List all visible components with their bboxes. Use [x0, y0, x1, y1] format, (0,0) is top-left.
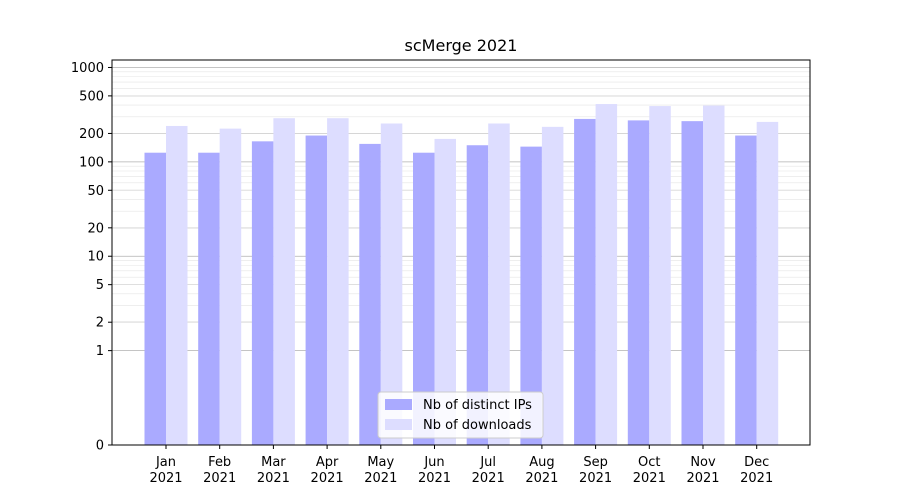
x-tick-label-year: 2021 — [364, 471, 397, 486]
x-tick-label-year: 2021 — [472, 471, 505, 486]
chart-title: scMerge 2021 — [405, 36, 518, 55]
bar-distinct-ips — [198, 152, 220, 445]
legend-label: Nb of downloads — [423, 418, 532, 433]
y-tick-label: 100 — [79, 155, 104, 170]
y-tick-label: 1000 — [71, 61, 104, 76]
bar-downloads — [649, 106, 671, 445]
legend-box — [377, 391, 544, 439]
bar-downloads — [434, 138, 456, 445]
bars — [144, 104, 779, 446]
x-tick-label-month: Jul — [479, 455, 496, 470]
bar-distinct-ips — [359, 143, 381, 445]
x-axis: Jan2021Feb2021Mar2021Apr2021May2021Jun20… — [149, 445, 773, 486]
y-tick-label: 20 — [87, 221, 104, 236]
y-tick-label: 0 — [96, 439, 104, 454]
x-tick-label-month: Apr — [316, 455, 339, 470]
x-tick-label-month: Sep — [583, 455, 608, 470]
x-tick-label-year: 2021 — [311, 471, 344, 486]
bar-downloads — [166, 125, 188, 445]
y-tick-label: 1 — [96, 344, 104, 359]
bar-downloads — [488, 123, 510, 446]
bar-distinct-ips — [681, 121, 703, 446]
y-tick-label: 200 — [79, 127, 104, 142]
bar-downloads — [380, 123, 403, 446]
x-tick-label-month: Feb — [208, 455, 231, 470]
x-tick-label-month: Oct — [638, 455, 660, 470]
x-tick-label-year: 2021 — [686, 471, 719, 486]
legend-swatch — [385, 419, 412, 430]
x-tick-label-year: 2021 — [633, 471, 666, 486]
bar-distinct-ips — [144, 152, 166, 445]
x-tick-label-month: Mar — [261, 455, 286, 470]
x-tick-label-year: 2021 — [149, 471, 182, 486]
legend-swatch — [385, 399, 412, 410]
bar-downloads — [595, 104, 618, 445]
y-tick-label: 10 — [87, 250, 104, 265]
x-tick-label-year: 2021 — [257, 471, 290, 486]
x-tick-label-month: Aug — [529, 455, 554, 470]
y-axis: 0 1 2 5 10 20 50 100 200 500 1000 — [71, 61, 112, 454]
x-tick-label-year: 2021 — [740, 471, 773, 486]
x-tick-label-month: Nov — [690, 455, 716, 470]
legend: Nb of distinct IPs Nb of downloads — [377, 391, 544, 439]
bar-downloads — [219, 128, 242, 446]
bar-distinct-ips — [574, 118, 596, 446]
bar-downloads — [327, 118, 349, 445]
bar-downloads — [541, 126, 564, 445]
bar-distinct-ips — [305, 135, 328, 445]
x-tick-label-month: Jun — [423, 455, 444, 470]
bar-downloads — [756, 121, 779, 445]
plot-frame — [111, 59, 811, 446]
x-tick-label-month: Dec — [744, 455, 769, 470]
bar-downloads — [273, 118, 295, 445]
x-tick-label-year: 2021 — [579, 471, 612, 486]
x-tick-label-month: Jan — [155, 455, 176, 470]
bar-distinct-ips — [627, 120, 650, 445]
x-tick-label-year: 2021 — [418, 471, 451, 486]
bar-distinct-ips — [735, 135, 757, 445]
bar-downloads — [703, 105, 725, 445]
x-tick-label-year: 2021 — [525, 471, 558, 486]
bar-distinct-ips — [466, 145, 489, 445]
bar-distinct-ips — [251, 141, 274, 446]
bar-distinct-ips — [413, 152, 435, 445]
y-tick-label: 500 — [79, 89, 104, 104]
legend-label: Nb of distinct IPs — [423, 398, 532, 413]
y-tick-label: 5 — [96, 278, 104, 293]
y-tick-label: 50 — [87, 184, 104, 199]
x-tick-label-year: 2021 — [203, 471, 236, 486]
bar-distinct-ips — [520, 146, 542, 445]
y-tick-label: 2 — [96, 316, 104, 331]
x-tick-label-month: May — [367, 455, 394, 470]
